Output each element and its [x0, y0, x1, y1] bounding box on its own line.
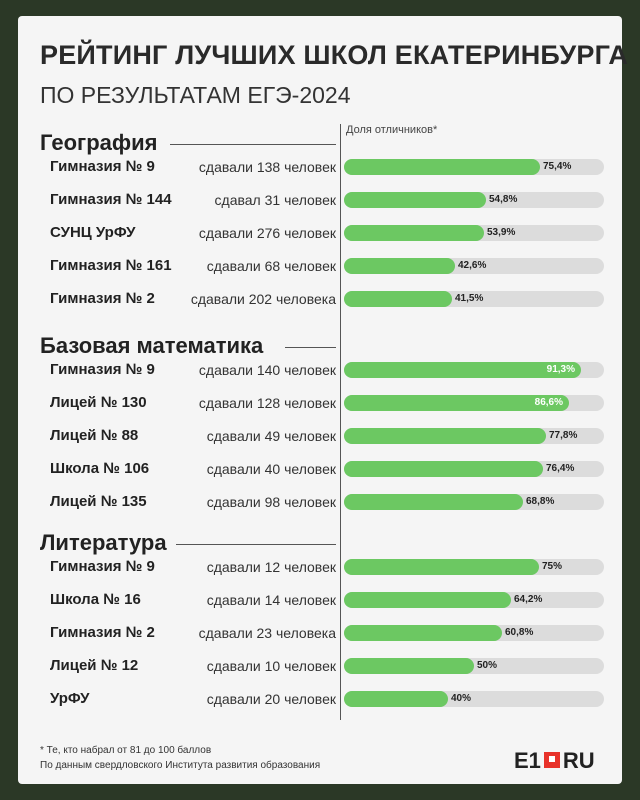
participants-count: сдавал 31 человек: [214, 192, 336, 208]
school-name: Гимназия № 144: [50, 191, 172, 208]
participants-count: сдавали 40 человек: [206, 461, 336, 477]
school-name: Лицей № 135: [50, 493, 147, 510]
bar-track: 91,3%: [344, 362, 604, 378]
bar-track: 60,8%: [344, 625, 604, 641]
bar-track: 50%: [344, 658, 604, 674]
bar-track: 40%: [344, 691, 604, 707]
participants-count: сдавали 138 человек: [198, 159, 336, 175]
participants-count: сдавали 276 человек: [198, 225, 336, 241]
logo-square-icon: [543, 752, 560, 769]
bar-fill: [344, 362, 581, 378]
school-name: Лицей № 12: [50, 657, 139, 674]
participants-count: сдавали 68 человек: [206, 258, 336, 274]
bar-track: 64,2%: [344, 592, 604, 608]
bar-fill: [344, 258, 455, 274]
bar-value-label: 50%: [477, 660, 498, 671]
participants-count: сдавали 10 человек: [206, 658, 336, 674]
bar-value-label: 40%: [451, 693, 472, 704]
participants-count: сдавали 23 человека: [198, 625, 336, 641]
bar-track: 68,8%: [344, 494, 604, 510]
participants-count: сдавали 12 человек: [206, 559, 336, 575]
bar-value-label: 86,6%: [534, 397, 563, 408]
bar-value-label: 76,4%: [546, 463, 575, 474]
logo-right: RU: [562, 748, 595, 773]
participants-count: сдавали 98 человек: [206, 494, 336, 510]
school-name: Школа № 16: [50, 591, 141, 608]
bar-track: 77,8%: [344, 428, 604, 444]
participants-count: сдавали 202 человека: [190, 291, 336, 307]
bar-fill: [344, 494, 523, 510]
school-name: Школа № 106: [50, 460, 150, 477]
bar-track: 54,8%: [344, 192, 604, 208]
page-subtitle: ПО РЕЗУЛЬТАТАМ ЕГЭ-2024: [40, 82, 351, 108]
bar-fill: [344, 225, 484, 241]
bar-fill: [344, 559, 539, 575]
legend-label: Доля отличников*: [346, 124, 438, 136]
bar-fill: [344, 291, 452, 307]
school-name: СУНЦ УрФУ: [50, 224, 136, 241]
page-title: РЕЙТИНГ ЛУЧШИХ ШКОЛ ЕКАТЕРИНБУРГА: [40, 40, 629, 70]
bar-value-label: 41,5%: [455, 293, 484, 304]
bar-value-label: 53,9%: [487, 227, 516, 238]
bar-fill: [344, 428, 546, 444]
section-title: Литература: [40, 530, 167, 555]
participants-count: сдавали 20 человек: [206, 691, 336, 707]
bar-track: 42,6%: [344, 258, 604, 274]
bar-fill: [344, 461, 543, 477]
bar-fill: [344, 192, 486, 208]
bar-fill: [344, 395, 569, 411]
school-name: Гимназия № 161: [50, 257, 172, 274]
source-note: По данным свердловского Института развит…: [40, 760, 321, 771]
school-name: Гимназия № 9: [50, 361, 155, 378]
bar-value-label: 60,8%: [505, 627, 534, 638]
bar-value-label: 42,6%: [458, 260, 487, 271]
bar-value-label: 91,3%: [546, 364, 575, 375]
bar-fill: [344, 691, 448, 707]
school-name: Гимназия № 2: [50, 624, 155, 641]
bar-track: 75%: [344, 559, 604, 575]
section-divider: [285, 347, 336, 348]
bar-fill: [344, 159, 540, 175]
participants-count: сдавали 14 человек: [206, 592, 336, 608]
school-name: Лицей № 130: [50, 394, 147, 411]
section-title: Базовая математика: [40, 333, 264, 358]
axis-line: [340, 124, 341, 720]
bar-value-label: 75%: [542, 561, 563, 572]
school-name: УрФУ: [50, 690, 90, 707]
bar-track: 75,4%: [344, 159, 604, 175]
e1-logo: E1 RU: [514, 748, 595, 774]
bar-fill: [344, 592, 511, 608]
school-name: Гимназия № 2: [50, 290, 155, 307]
section-divider: [170, 144, 336, 145]
bar-value-label: 64,2%: [514, 594, 543, 605]
school-name: Гимназия № 9: [50, 158, 155, 175]
logo-left: E1: [514, 748, 541, 773]
school-name: Лицей № 88: [50, 427, 139, 444]
participants-count: сдавали 128 человек: [198, 395, 336, 411]
bar-track: 86,6%: [344, 395, 604, 411]
section-title: География: [40, 130, 158, 155]
bar-track: 41,5%: [344, 291, 604, 307]
bar-track: 53,9%: [344, 225, 604, 241]
participants-count: сдавали 49 человек: [206, 428, 336, 444]
bar-track: 76,4%: [344, 461, 604, 477]
participants-count: сдавали 140 человек: [198, 362, 336, 378]
school-name: Гимназия № 9: [50, 558, 155, 575]
bar-value-label: 75,4%: [543, 161, 572, 172]
section-divider: [176, 544, 336, 545]
bar-value-label: 68,8%: [526, 496, 555, 507]
bar-fill: [344, 658, 474, 674]
bar-fill: [344, 625, 502, 641]
bar-value-label: 77,8%: [549, 430, 578, 441]
bar-value-label: 54,8%: [489, 194, 518, 205]
footnote: * Те, кто набрал от 81 до 100 баллов: [40, 745, 212, 756]
